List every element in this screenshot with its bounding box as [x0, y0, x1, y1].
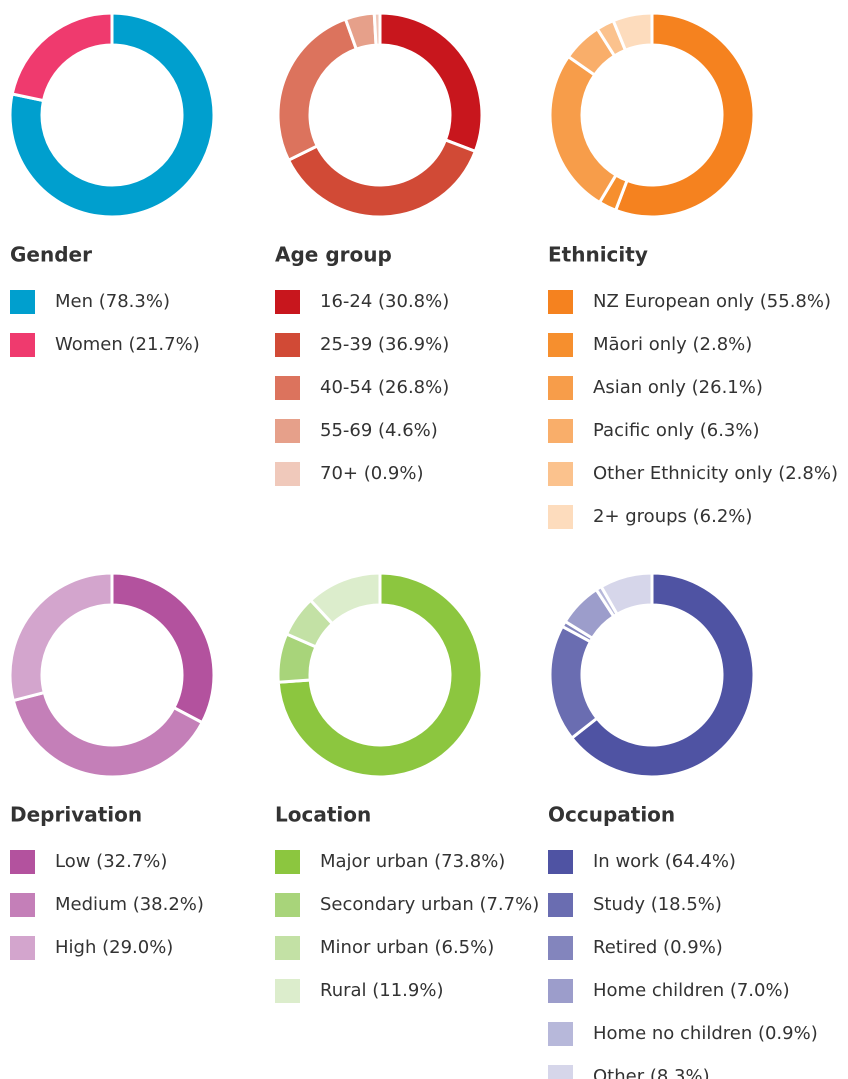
donut-slice — [613, 11, 756, 219]
legend-label: In work (64.4%) — [593, 851, 736, 872]
legend-label: 70+ (0.9%) — [320, 463, 423, 484]
legend-swatch — [275, 462, 300, 486]
legend-label: 25-39 (36.9%) — [320, 334, 449, 355]
legend-swatch — [548, 419, 573, 443]
chart-title: Location — [275, 803, 371, 827]
donut-slice — [569, 571, 756, 779]
legend-label: NZ European only (55.8%) — [593, 291, 831, 312]
chart-title: Deprivation — [10, 803, 142, 827]
chart-title: Age group — [275, 243, 392, 267]
chart-title: Occupation — [548, 803, 675, 827]
legend-swatch — [548, 850, 573, 874]
donut-slice — [276, 571, 484, 779]
legend-swatch — [10, 290, 35, 314]
legend-swatch — [275, 850, 300, 874]
legend-swatch — [548, 505, 573, 529]
legend-swatch — [10, 333, 35, 357]
donut — [8, 11, 216, 219]
legend-swatch — [548, 462, 573, 486]
legend-label: Home no children (0.9%) — [593, 1023, 818, 1044]
donut-slice — [599, 571, 654, 617]
legend-swatch — [548, 936, 573, 960]
legend-label: 16-24 (30.8%) — [320, 291, 449, 312]
donut-slice — [10, 11, 114, 103]
legend-label: Men (78.3%) — [55, 291, 170, 312]
legend-swatch — [275, 376, 300, 400]
donut-slice — [8, 11, 216, 219]
donut-slice — [372, 11, 382, 47]
donut-slice — [8, 571, 114, 703]
legend-swatch — [10, 850, 35, 874]
legend-label: 40-54 (26.8%) — [320, 377, 449, 398]
legend-label: Retired (0.9%) — [593, 937, 723, 958]
legend-label: Rural (11.9%) — [320, 980, 444, 1001]
chart-title: Ethnicity — [548, 243, 648, 267]
legend-label: High (29.0%) — [55, 937, 173, 958]
legend-label: Study (18.5%) — [593, 894, 722, 915]
legend-label: Major urban (73.8%) — [320, 851, 505, 872]
legend-label: Women (21.7%) — [55, 334, 200, 355]
legend-swatch — [548, 1022, 573, 1046]
donut-slice — [611, 11, 654, 53]
legend-swatch — [275, 419, 300, 443]
legend-label: Asian only (26.1%) — [593, 377, 763, 398]
legend-swatch — [275, 936, 300, 960]
legend-label: Māori only (2.8%) — [593, 334, 752, 355]
legend-swatch — [548, 893, 573, 917]
legend-swatch — [275, 333, 300, 357]
donut-slice — [548, 54, 619, 205]
donut-slice — [548, 624, 600, 741]
legend-label: Low (32.7%) — [55, 851, 167, 872]
donut — [548, 11, 756, 219]
legend-swatch — [275, 893, 300, 917]
legend-swatch — [548, 333, 573, 357]
donut — [8, 571, 216, 779]
legend-swatch — [10, 936, 35, 960]
legend-label: Pacific only (6.3%) — [593, 420, 760, 441]
donut-slice — [11, 690, 205, 779]
legend-swatch — [548, 290, 573, 314]
legend-label: Home children (7.0%) — [593, 980, 790, 1001]
donut-slice — [286, 138, 478, 219]
donut-slice — [110, 571, 216, 725]
donut-slice — [308, 571, 382, 626]
legend-label: 55-69 (4.6%) — [320, 420, 438, 441]
legend-label: Medium (38.2%) — [55, 894, 204, 915]
donut-slice — [378, 11, 484, 154]
legend-swatch — [10, 893, 35, 917]
legend-label: Minor urban (6.5%) — [320, 937, 494, 958]
legend-swatch — [548, 979, 573, 1003]
legend-swatch — [275, 979, 300, 1003]
legend-swatch — [275, 290, 300, 314]
chart-title: Gender — [10, 243, 92, 267]
donut-slice — [276, 17, 359, 163]
legend-label: Secondary urban (7.7%) — [320, 894, 539, 915]
donut — [548, 571, 756, 779]
legend-swatch — [548, 376, 573, 400]
legend-label: Other (8.3%) — [593, 1066, 710, 1079]
legend-swatch — [548, 1065, 573, 1079]
donut — [276, 11, 484, 219]
legend-label: Other Ethnicity only (2.8%) — [593, 463, 838, 484]
donut — [276, 571, 484, 779]
legend-label: 2+ groups (6.2%) — [593, 506, 752, 527]
